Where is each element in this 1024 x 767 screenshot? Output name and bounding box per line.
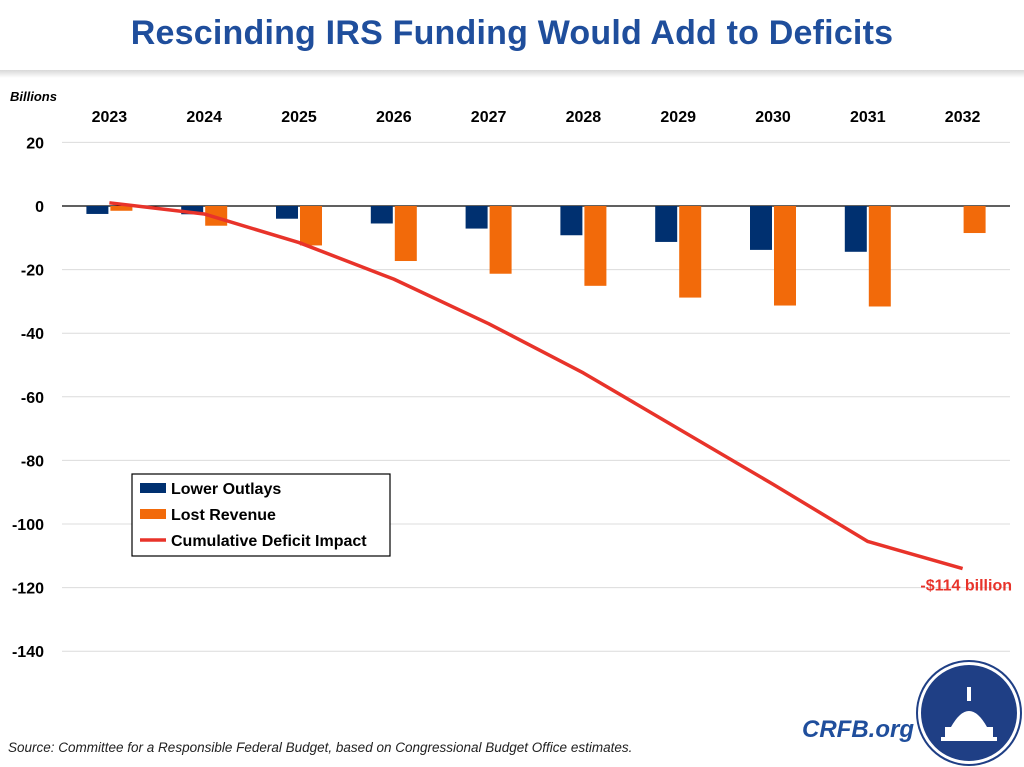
y-tick-label: -20 — [21, 263, 44, 280]
x-tick-label: 2025 — [281, 109, 317, 126]
y-tick-label: -140 — [12, 644, 44, 661]
bar-lost-revenue — [300, 206, 322, 246]
bar-lower-outlays — [86, 206, 109, 214]
bar-lower-outlays — [181, 206, 204, 215]
legend-label: Lower Outlays — [171, 481, 281, 498]
bar-lower-outlays — [465, 206, 488, 229]
bar-lost-revenue — [584, 206, 607, 286]
y-tick-label: -100 — [12, 517, 44, 534]
chart-title: Rescinding IRS Funding Would Add to Defi… — [130, 14, 894, 52]
legend-swatch — [140, 509, 166, 519]
bar-lost-revenue — [963, 206, 986, 234]
bar-lost-revenue — [394, 206, 417, 262]
y-tick-label: -40 — [21, 326, 44, 343]
bar-lower-outlays — [560, 206, 583, 236]
bar-lower-outlays — [370, 206, 393, 224]
y-tick-label: -80 — [21, 453, 44, 470]
y-tick-label: -60 — [21, 390, 44, 407]
legend-label: Cumulative Deficit Impact — [171, 533, 367, 550]
y-tick-label: 20 — [26, 135, 44, 152]
x-tick-label: 2023 — [92, 109, 128, 126]
y-tick-label: -120 — [12, 581, 44, 598]
x-tick-label: 2030 — [755, 109, 791, 126]
title-divider — [0, 70, 1024, 78]
x-tick-label: 2024 — [186, 109, 222, 126]
bar-lost-revenue — [489, 206, 512, 274]
brand-label: CRFB.org — [802, 716, 914, 743]
y-axis-label: Billions — [10, 89, 57, 104]
x-tick-label: 2031 — [850, 109, 886, 126]
bar-lost-revenue — [110, 206, 133, 211]
line-cumulative-deficit-impact — [109, 201, 964, 571]
legend-swatch — [140, 483, 166, 493]
x-tick-label: 2026 — [376, 109, 412, 126]
bar-lost-revenue — [774, 206, 796, 306]
x-tick-label: 2029 — [660, 109, 696, 126]
bar-lower-outlays — [750, 206, 772, 250]
bar-lost-revenue — [679, 206, 702, 298]
bar-lower-outlays — [655, 206, 678, 242]
annotation-label: -$114 billion — [920, 578, 1012, 595]
y-tick-label: 0 — [35, 199, 44, 216]
legend-label: Lost Revenue — [171, 507, 276, 524]
source-note: Source: Committee for a Responsible Fede… — [8, 740, 633, 755]
bar-lower-outlays — [276, 206, 298, 219]
x-tick-label: 2032 — [945, 109, 981, 126]
bar-lost-revenue — [868, 206, 891, 307]
x-tick-label: 2028 — [566, 109, 602, 126]
legend-box — [131, 473, 391, 557]
bar-lower-outlays — [844, 206, 867, 252]
capitol-icon — [941, 687, 997, 741]
x-tick-label: 2027 — [471, 109, 507, 126]
capitol-logo — [918, 662, 1020, 764]
